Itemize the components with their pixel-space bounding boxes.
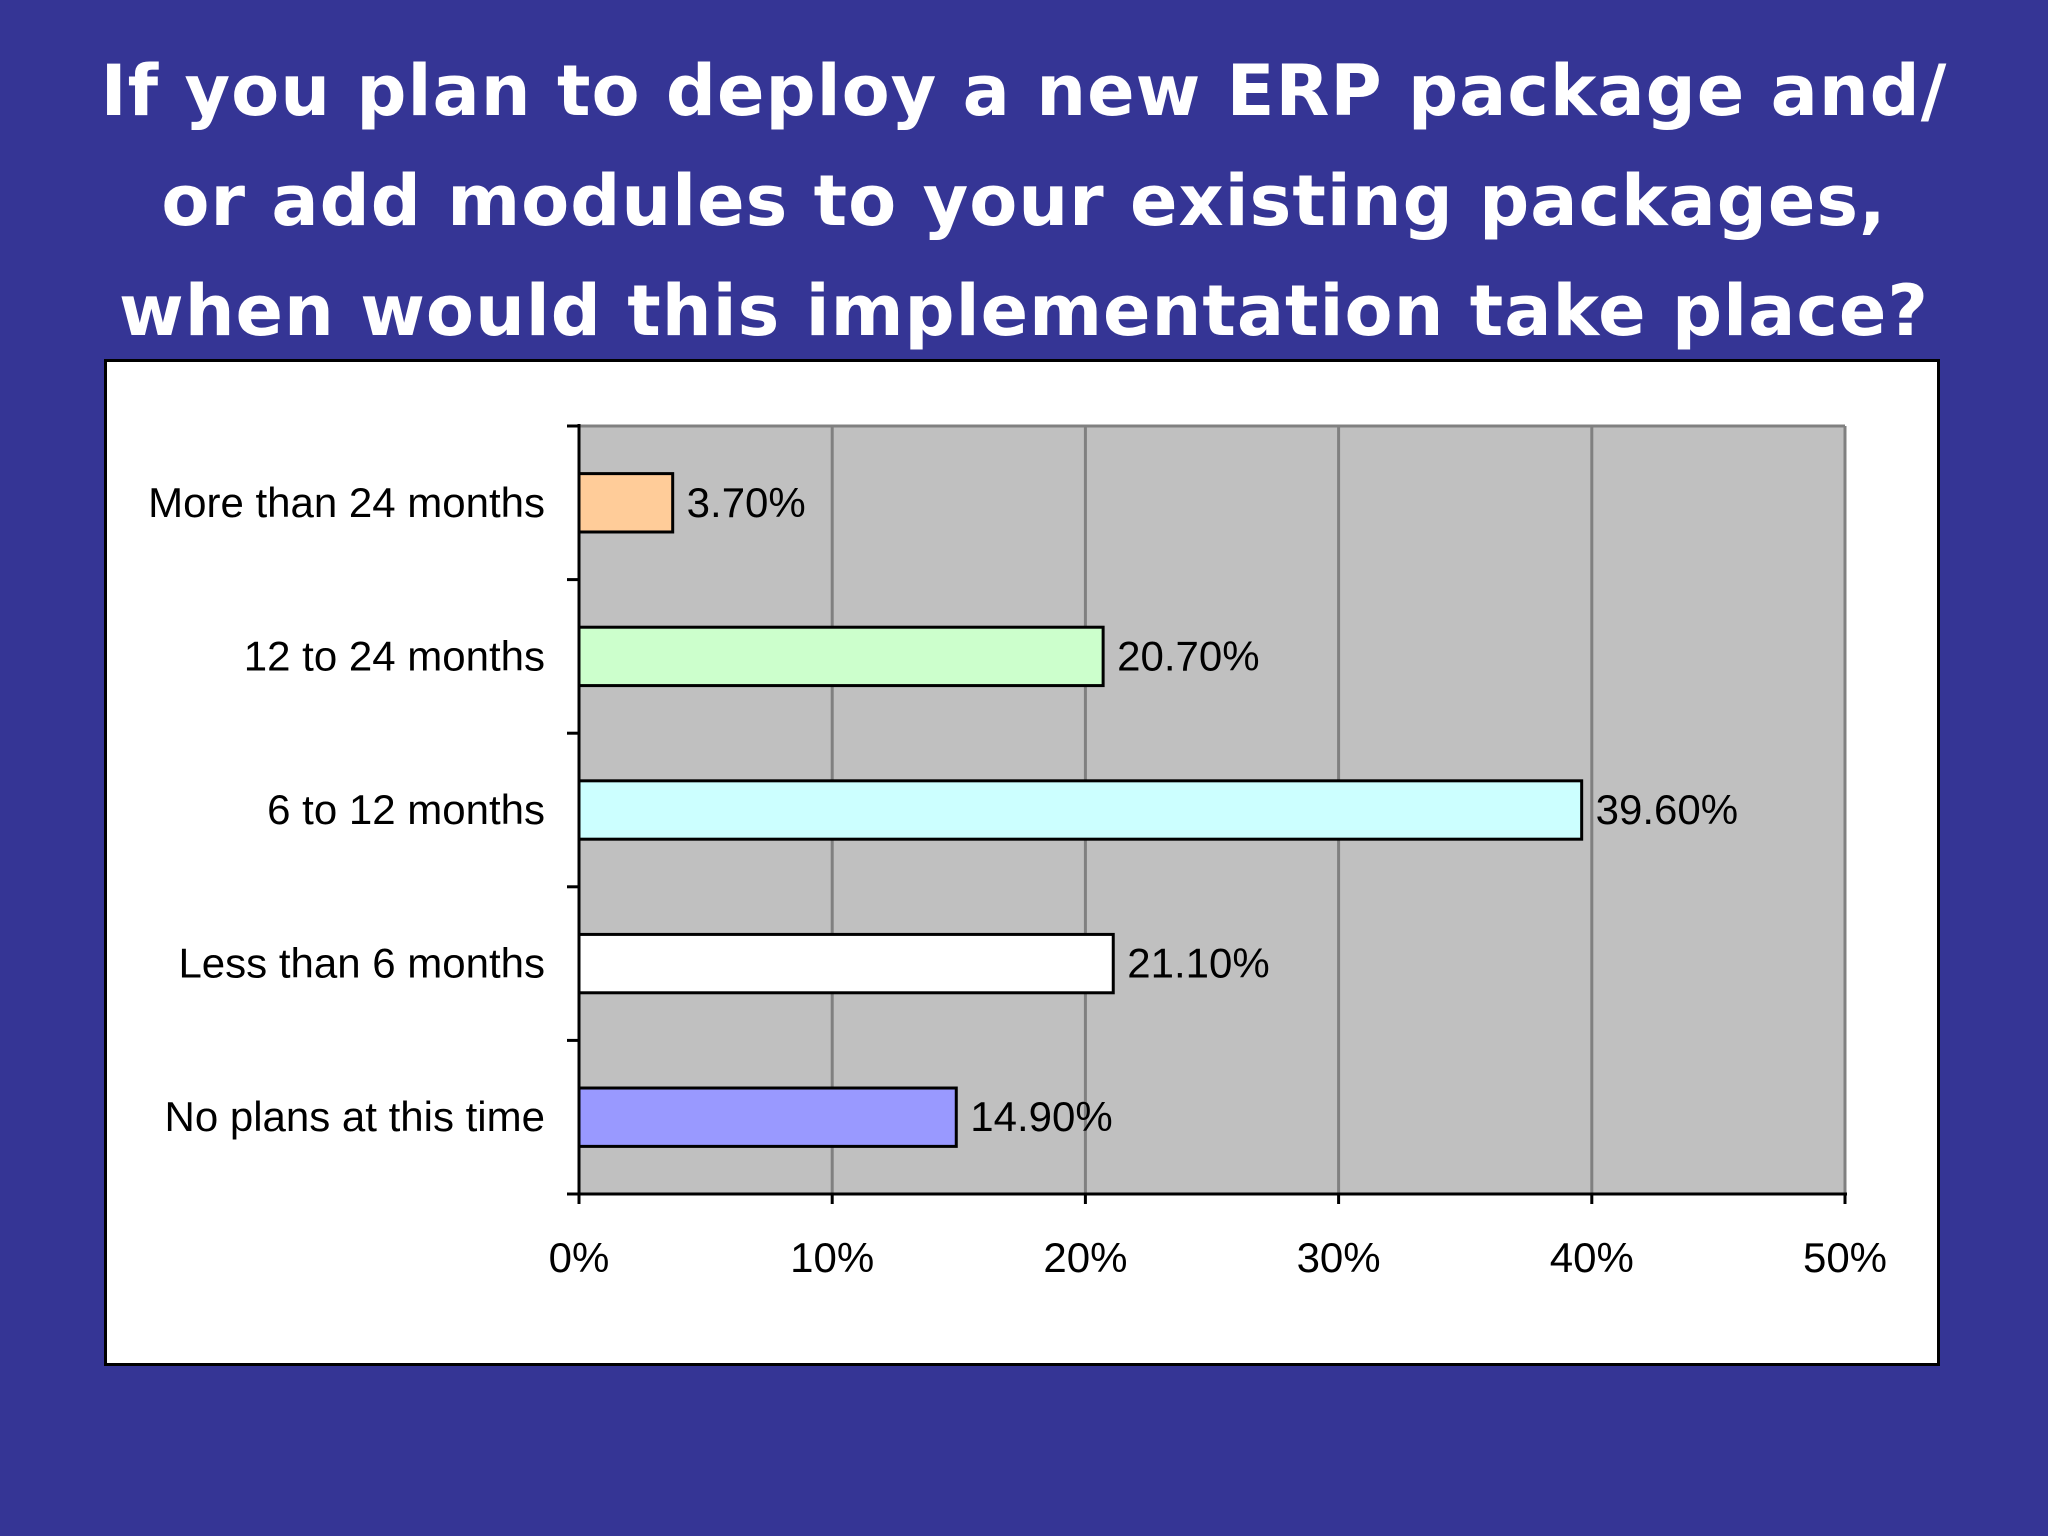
category-label-1: 12 to 24 months xyxy=(244,632,545,679)
bar-3 xyxy=(577,932,1115,995)
x-tick-label-0: 0% xyxy=(549,1234,610,1281)
data-label-1: 20.70% xyxy=(1117,632,1259,679)
category-label-4: No plans at this time xyxy=(164,1093,545,1140)
title-line-2: or add modules to your existing packages… xyxy=(161,160,1887,242)
category-label-2: 6 to 12 months xyxy=(267,786,545,833)
bar-0 xyxy=(577,472,675,534)
x-tick-label-1: 10% xyxy=(790,1234,874,1281)
category-label-3: Less than 6 months xyxy=(178,940,545,987)
data-label-4: 14.90% xyxy=(970,1093,1112,1140)
title-line-1: If you plan to deploy a new ERP package … xyxy=(100,50,1948,132)
data-label-2: 39.60% xyxy=(1596,786,1738,833)
bar-2 xyxy=(577,779,1584,841)
x-tick-label-4: 40% xyxy=(1550,1234,1634,1281)
chart-frame: 0% 10% 20% 30% 40% 50% More than 24 months 3.70… xyxy=(104,359,1940,1366)
title-line-3: when would this implementation take plac… xyxy=(119,270,1929,352)
bar-1 xyxy=(577,625,1105,688)
x-tick-label-5: 50% xyxy=(1803,1234,1887,1281)
data-label-3: 21.10% xyxy=(1127,940,1269,987)
x-tick-label-3: 30% xyxy=(1297,1234,1381,1281)
slide-title: If you plan to deploy a new ERP package … xyxy=(80,36,1968,366)
bar-4 xyxy=(577,1086,958,1148)
x-tick-label-2: 20% xyxy=(1043,1234,1127,1281)
data-label-0: 3.70% xyxy=(687,479,806,526)
category-label-0: More than 24 months xyxy=(148,479,545,526)
bar-chart: 0% 10% 20% 30% 40% 50% More than 24 months 3.70… xyxy=(148,424,1887,1281)
